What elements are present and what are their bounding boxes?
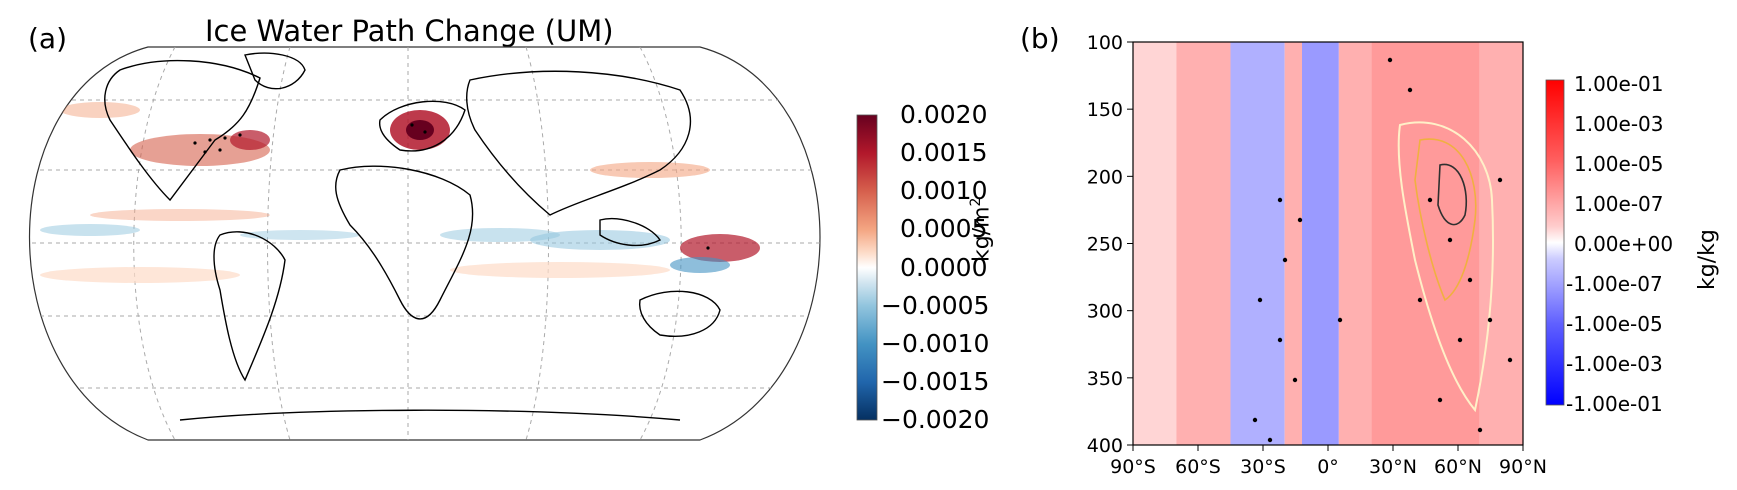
section-panel: 100 150 200 250 300 350 400 90°S 60°S 30°S 0° 30°N…: [1087, 32, 1547, 478]
colorbar-b-tick-label: 1.00e-07: [1574, 192, 1664, 216]
y-tick-label: 250: [1087, 234, 1123, 256]
x-tick-label: 90°S: [1110, 456, 1156, 478]
colorbar-a-tick-label: −0.0010: [881, 328, 990, 358]
x-tick-label: 90°N: [1499, 456, 1547, 478]
y-tick-label: 300: [1087, 301, 1123, 323]
map-title: Ice Water Path Change (UM): [205, 14, 614, 48]
y-tick-label: 400: [1087, 435, 1123, 457]
x-tick-label: 30°S: [1240, 456, 1286, 478]
colorbar-a-tick-label: 0.0010: [900, 176, 988, 206]
colorbar-a-tick-label: 0.0020: [900, 100, 988, 129]
section-band: [1133, 42, 1177, 445]
colorbar-b-tick-label: 1.00e-03: [1574, 112, 1664, 136]
y-tick-label: 350: [1087, 368, 1123, 390]
coastlines: [104, 52, 721, 421]
panel-label-a: (a): [28, 22, 68, 55]
colorbar-a-tick-label: 0.0005: [900, 214, 988, 244]
map-panel: [29, 46, 821, 441]
colorbar-b-tick-label: -1.00e-03: [1566, 352, 1663, 376]
colorbar-b-unit: kg/kg: [1695, 229, 1720, 290]
section-band: [1338, 42, 1372, 445]
colorbar-b-tick-label: 1.00e-01: [1574, 72, 1664, 96]
colorbar-a-tick-label: 0.0015: [900, 138, 988, 168]
y-tick-label: 150: [1087, 99, 1123, 121]
ice-water-anomalies: [40, 102, 760, 283]
section-bands: [1133, 42, 1523, 445]
significance-stippling: [193, 123, 710, 250]
x-tick-label: 60°N: [1434, 456, 1482, 478]
colorbar-b-tick-label: -1.00e-05: [1566, 312, 1663, 336]
colorbar-a-tick-label: −0.0015: [881, 366, 990, 396]
x-tick-label: 30°N: [1369, 456, 1417, 478]
colorbar-a: [856, 114, 878, 421]
colorbar-b: [1545, 79, 1565, 406]
panel-label-b: (b): [1020, 22, 1060, 55]
x-tick-label: 60°S: [1175, 456, 1221, 478]
section-band: [1302, 42, 1339, 445]
colorbar-b-tick-label: -1.00e-01: [1566, 392, 1663, 416]
colorbar-a-tick-label: −0.0005: [881, 290, 990, 320]
section-band: [1371, 42, 1480, 445]
section-stippling: [1252, 57, 1513, 443]
x-tick-label: 0°: [1317, 456, 1339, 478]
section-contours: [1397, 121, 1495, 413]
y-tick-label: 100: [1087, 32, 1123, 54]
y-axis: 100 150 200 250 300 350 400: [1087, 32, 1133, 457]
x-axis: 90°S 60°S 30°S 0° 30°N 60°N 90°N: [1110, 445, 1547, 478]
section-band: [1176, 42, 1231, 445]
colorbar-b-tick-label: -1.00e-07: [1566, 272, 1663, 296]
section-band: [1479, 42, 1523, 445]
colorbar-b-tick-label: 0.00e+00: [1574, 232, 1674, 256]
section-band: [1230, 42, 1285, 445]
section-band: [1284, 42, 1302, 445]
colorbar-a-tick-label: −0.0020: [881, 405, 990, 434]
colorbar-a-tick-label: 0.0000: [900, 252, 988, 282]
y-tick-label: 200: [1087, 166, 1123, 188]
colorbar-a-unit: kg/m2: [968, 197, 995, 262]
colorbar-b-tick-label: 1.00e-05: [1574, 152, 1664, 176]
